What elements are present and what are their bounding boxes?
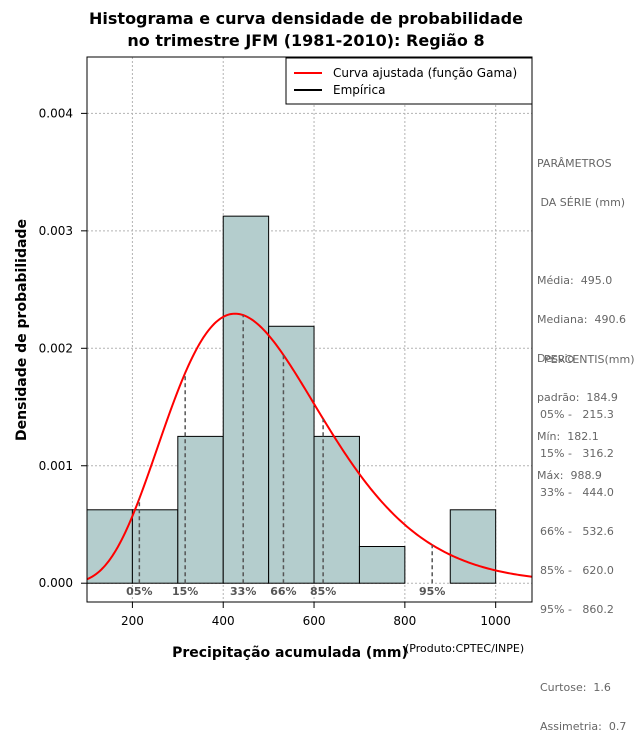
x-tick-label-3: 800 [393, 614, 416, 628]
y-tick-label-3: 0.003 [39, 224, 73, 238]
legend-label-curve: Curva ajustada (função Gama) [333, 66, 517, 80]
x-tick-label-0: 200 [121, 614, 144, 628]
percentile-85: 85% - 620.0 [540, 564, 614, 577]
x-tick-label-1: 400 [212, 614, 235, 628]
y-axis-title: Densidade de probabilidade [14, 219, 30, 441]
gamma-density-curve [86, 312, 533, 581]
y-axis-ticks: 0.000 0.001 0.002 0.003 0.004 [39, 106, 87, 590]
x-axis-ticks: 200 400 600 800 1000 [121, 602, 511, 628]
spacer [540, 642, 626, 655]
credit-text: (Produto:CPTEC/INPE) [405, 642, 524, 655]
percentile-label-1: 15% [172, 585, 198, 598]
y-tick-label-0: 0.000 [39, 576, 73, 590]
param-max: Máx: 988.9 [537, 469, 602, 482]
percentile-66: 66% - 532.6 [540, 525, 614, 538]
x-axis-title: Precipitação acumulada (mm) [172, 645, 408, 660]
legend-label-empirical: Empírica [333, 83, 385, 97]
histogram-bar-5 [313, 435, 360, 584]
percentile-label-0: 05% [126, 585, 152, 598]
param-median: Mediana: 490.6 [537, 313, 626, 326]
histogram-bar-3 [222, 215, 270, 584]
y-tick-label-2: 0.002 [39, 341, 73, 355]
kurtosis-value: Curtose: 1.6 [540, 681, 611, 694]
percentiles-panel: 05% - 215.3 15% - 316.2 33% - 444.0 66% … [540, 382, 626, 746]
params-title-1: PARÂMETROS [537, 157, 612, 170]
percentile-15: 15% - 316.2 [540, 447, 614, 460]
param-min: Mín: 182.1 [537, 430, 599, 443]
x-tick-label-2: 600 [303, 614, 326, 628]
percentile-33: 33% - 444.0 [540, 486, 614, 499]
y-tick-label-1: 0.001 [39, 459, 73, 473]
histogram-chart: Histograma e curva densidade de probabil… [14, 9, 533, 660]
percentile-05: 05% - 215.3 [540, 408, 614, 421]
legend-box [285, 57, 533, 105]
x-tick-label-4: 1000 [480, 614, 511, 628]
spacer [537, 235, 626, 248]
percentile-label-2: 33% [230, 585, 256, 598]
histogram-bar-8 [449, 509, 497, 584]
percentile-95: 95% - 860.2 [540, 603, 614, 616]
percentile-label-3: 66% [270, 585, 296, 598]
plot-frame [86, 56, 533, 603]
percentile-markers: 05% 15% 33% 66% 85% 95% [126, 315, 445, 598]
series-parameters-panel: PARÂMETROS DA SÉRIE (mm) Média: 495.0 Me… [537, 131, 626, 495]
chart-title-line-2: no trimestre JFM (1981-2010): Região 8 [127, 31, 484, 50]
histogram-bar-6 [358, 546, 406, 584]
percentile-label-5: 95% [419, 585, 445, 598]
gamma-curve-layer [86, 312, 533, 581]
histogram-bar-4 [268, 325, 315, 584]
param-mean: Média: 495.0 [537, 274, 613, 287]
chart-title-line-1: Histograma e curva densidade de probabil… [89, 9, 523, 28]
param-sd-line-2: padrão: 184.9 [537, 391, 618, 404]
params-title-2: DA SÉRIE (mm) [537, 196, 626, 209]
percentiles-title: PERCENTIS(mm) [544, 353, 635, 366]
histogram-bar-0 [86, 509, 133, 584]
y-tick-label-4: 0.004 [39, 106, 73, 120]
skewness-value: Assimetria: 0.7 [540, 720, 627, 733]
percentile-label-4: 85% [310, 585, 336, 598]
param-sd-line-1: Desvio [537, 352, 575, 365]
legend: Curva ajustada (função Gama) Empírica [285, 57, 533, 105]
